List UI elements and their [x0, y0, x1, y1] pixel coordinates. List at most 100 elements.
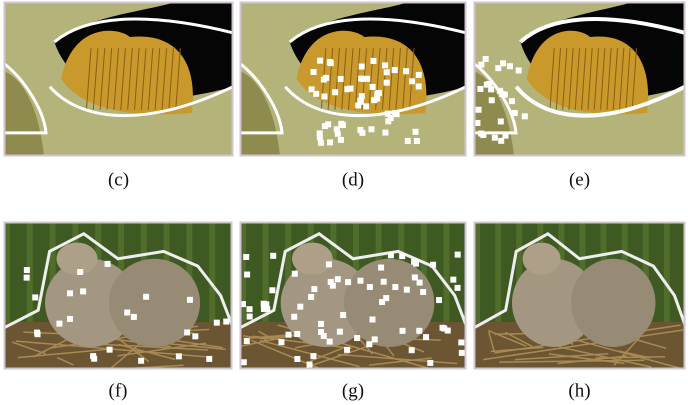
segment-block	[420, 289, 426, 295]
segment-block	[359, 130, 365, 136]
segment-block	[344, 347, 350, 353]
segment-block	[436, 297, 442, 303]
segment-block	[328, 279, 334, 285]
segment-block	[478, 62, 484, 68]
segment-block	[297, 304, 303, 310]
bird-head	[56, 243, 97, 275]
segment-block	[354, 335, 360, 341]
segment-block	[327, 139, 333, 145]
bird-head	[523, 243, 561, 275]
segment-block	[484, 82, 490, 88]
segment-block	[243, 254, 249, 260]
segment-block	[455, 252, 461, 258]
segment-block	[187, 297, 193, 303]
segment-block	[247, 306, 253, 312]
segment-block	[502, 133, 508, 139]
segment-block	[440, 325, 446, 331]
segment-block	[309, 86, 315, 92]
segment-block	[292, 271, 298, 277]
segment-block	[384, 69, 390, 75]
segment-block	[489, 97, 495, 103]
segment-block	[502, 92, 508, 98]
segment-block	[337, 329, 343, 335]
segment-block	[480, 132, 486, 138]
segment-block	[340, 312, 346, 318]
segment-block	[318, 140, 324, 146]
segment-block	[392, 284, 398, 290]
segment-block	[359, 64, 365, 70]
bird-head	[292, 243, 333, 275]
segment-block	[317, 134, 323, 140]
panel	[240, 2, 466, 156]
segment-block	[214, 320, 220, 326]
segment-block	[382, 62, 388, 68]
segment-block	[244, 338, 250, 344]
segment-block	[498, 138, 504, 144]
panel	[240, 222, 466, 369]
segment-block	[357, 278, 363, 284]
segment-block	[334, 126, 340, 132]
segment-block	[383, 295, 389, 301]
segment-block	[414, 138, 420, 144]
segment-block	[317, 58, 323, 64]
segment-block	[384, 80, 390, 86]
segment-block	[131, 314, 137, 320]
segment-block	[359, 93, 365, 99]
segment-block	[374, 96, 380, 102]
segment-block	[512, 110, 518, 116]
segment-block	[361, 76, 367, 82]
segment-block	[509, 98, 515, 104]
segment-block	[77, 269, 83, 275]
segment-block	[291, 314, 297, 320]
grass	[664, 222, 670, 325]
segment-block	[409, 78, 415, 84]
caption: (e)	[569, 169, 590, 190]
segment-block	[24, 275, 30, 281]
grass	[495, 222, 501, 325]
segment-block	[458, 339, 464, 345]
segment-block	[369, 316, 375, 322]
segment-block	[56, 321, 62, 327]
caption: (c)	[108, 169, 129, 190]
segment-block	[34, 330, 40, 336]
segment-block	[323, 75, 329, 81]
segment-block	[345, 279, 351, 285]
segment-block	[326, 261, 332, 267]
panel	[4, 222, 232, 369]
segment-block	[90, 353, 96, 359]
segment-block	[430, 262, 436, 268]
caption: (h)	[568, 380, 590, 401]
segment-block	[412, 274, 418, 280]
segment-block	[278, 339, 284, 345]
panel	[474, 2, 685, 156]
figure: (c)(d)(e)(f)(g)(h)	[0, 0, 688, 405]
segment-block	[409, 347, 415, 353]
segment-block	[192, 333, 198, 339]
segment-block	[80, 288, 86, 294]
panel	[474, 222, 685, 369]
segment-block	[416, 328, 422, 334]
segment-block	[244, 272, 250, 278]
segment-block	[403, 68, 409, 74]
segment-block	[184, 329, 190, 335]
segment-block	[363, 103, 369, 109]
segment-block	[370, 58, 376, 64]
segment-block	[344, 86, 350, 92]
segment-block	[427, 360, 433, 366]
segment-block	[307, 361, 313, 367]
segment-block	[327, 59, 333, 65]
segment-block	[338, 121, 344, 127]
segment-block	[310, 353, 316, 359]
segment-block	[143, 294, 149, 300]
segment-block	[400, 328, 406, 334]
segment-block	[455, 285, 461, 291]
segment-block	[32, 294, 38, 300]
segment-block	[311, 69, 317, 75]
segment-block	[416, 72, 422, 78]
segment-block	[388, 115, 394, 121]
segment-block	[413, 129, 419, 135]
segment-block	[459, 350, 465, 356]
grass	[27, 222, 33, 325]
segment-block	[318, 321, 324, 327]
segment-block	[392, 67, 398, 73]
